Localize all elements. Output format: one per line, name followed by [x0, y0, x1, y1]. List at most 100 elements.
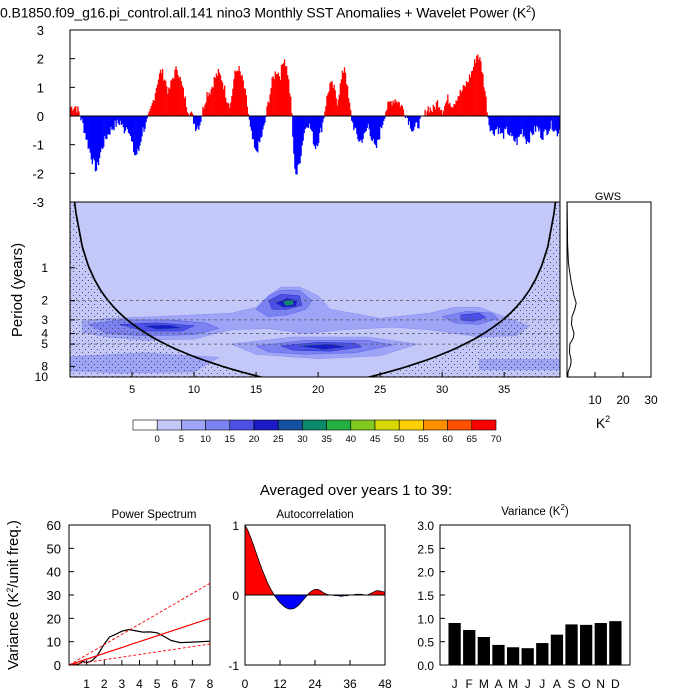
- sst-anomaly-bar: [514, 116, 516, 142]
- sst-anomaly-bar: [97, 116, 100, 166]
- gws-unit-label: K2: [596, 414, 610, 431]
- sst-anomaly-bar: [304, 116, 306, 129]
- sst-anomaly-bar: [273, 79, 275, 116]
- sst-anomaly-bar: [315, 116, 318, 146]
- sst-anomaly-bar: [222, 89, 225, 116]
- sst-anomaly-bar: [101, 116, 103, 148]
- sst-anomaly-bar: [380, 116, 382, 127]
- sst-anomaly-bar: [292, 116, 294, 137]
- colorbar-label: 15: [225, 434, 236, 445]
- sst-anomaly-bar: [230, 102, 232, 116]
- power-spectrum-x-tick-label: 3: [119, 677, 126, 691]
- monthly-variance-x-label: M: [479, 677, 489, 691]
- sst-anomaly-bar: [532, 116, 535, 135]
- sst-anomaly-bar: [479, 57, 481, 116]
- sst-anomaly-bar: [407, 116, 410, 125]
- sst-anomaly-bar: [342, 72, 345, 116]
- sst-anomaly-bar: [294, 116, 296, 169]
- sst-anomaly-bar: [548, 116, 550, 132]
- sst-anomaly-bar: [496, 116, 499, 128]
- sst-anomaly-bar: [158, 73, 161, 116]
- sst-anomaly-bar: [509, 116, 511, 136]
- sst-anomaly-bar: [174, 69, 176, 116]
- sst-anomaly-bar: [513, 116, 515, 141]
- monthly-variance-bar: [521, 648, 534, 665]
- coi-hatch: [70, 202, 560, 377]
- power-spectrum-frame: [68, 524, 211, 666]
- power-spectrum-title: Power Spectrum: [111, 509, 196, 521]
- sst-anomaly-bar: [489, 116, 491, 132]
- sst-anomaly-bar: [145, 116, 147, 123]
- sst-anomaly-bar: [385, 111, 387, 116]
- sst-anomaly-bar: [243, 88, 245, 116]
- sst-anomaly-bar: [210, 89, 212, 116]
- sst-anomaly-bar: [115, 116, 117, 127]
- sst-anomaly-bar: [80, 116, 82, 121]
- sst-anomaly-bar: [300, 116, 302, 156]
- sst-anomaly-bar: [234, 70, 236, 116]
- sst-anomaly-bar: [438, 107, 441, 116]
- sst-anomaly-bar: [352, 116, 354, 123]
- sst-anomaly-bar: [226, 102, 228, 116]
- monthly-variance-x-label: M: [508, 677, 518, 691]
- wavelet-y-tick-label: 1: [41, 261, 48, 275]
- sst-anomaly-bar: [116, 116, 118, 120]
- sst-anomaly-bar: [204, 104, 206, 116]
- sst-anomaly-bar: [428, 112, 430, 116]
- sst-anomaly-bar: [543, 116, 545, 132]
- sst-anomaly-bar: [445, 103, 447, 116]
- monthly-variance-x-label: J: [452, 677, 458, 691]
- monthly-variance-y-tick-label: 0.5: [417, 636, 434, 650]
- sst-anomaly-bar: [285, 66, 288, 116]
- sst-anomaly-bar: [245, 95, 248, 116]
- sst-anomaly-bar: [270, 88, 272, 116]
- sst-anomaly-bar: [540, 116, 542, 139]
- colorbar-label: 60: [442, 434, 453, 445]
- sst-anomaly-bar: [434, 109, 437, 116]
- sst-anomaly-bar: [225, 97, 227, 116]
- monthly-variance-title: Variance (K2): [501, 503, 569, 518]
- sst-anomaly-bar: [551, 116, 553, 130]
- monthly-variance-bar: [536, 643, 549, 665]
- sst-anomaly-bar: [110, 116, 112, 127]
- sst-anomaly-bar: [357, 116, 359, 140]
- sst-anomaly-bar: [282, 63, 285, 116]
- sst-anomaly-bar: [476, 55, 478, 116]
- sst-anomaly-bar: [527, 116, 530, 143]
- sst-anomaly-bar: [217, 68, 220, 116]
- sst-anomaly-bar: [274, 71, 276, 116]
- sst-anomaly-bar: [152, 99, 155, 116]
- colorbar: 0 5 10 15 20 25 30 35 40 45 50 55 60 65 70: [132, 419, 501, 445]
- sst-anomaly-bar: [109, 116, 111, 135]
- sst-anomaly-bar: [256, 116, 258, 152]
- sst-anomaly-bar: [215, 73, 218, 116]
- sst-anomaly-bar: [400, 104, 403, 116]
- power-spectrum-x-tick-label: 6: [171, 677, 178, 691]
- colorbar-label: 10: [200, 434, 211, 445]
- sst-anomaly-bar: [190, 111, 193, 116]
- colorbar-label: 55: [418, 434, 429, 445]
- sst-anomaly-bar: [480, 61, 482, 116]
- sst-anomaly-bar: [183, 98, 186, 116]
- sst-anomaly-bar: [364, 116, 366, 133]
- sst-anomaly-bar: [338, 94, 341, 116]
- sst-anomaly-bar: [253, 116, 256, 148]
- colorbar-swatch: [398, 419, 424, 431]
- sst-anomaly-bar: [75, 106, 77, 116]
- sst-anomaly-bar: [86, 116, 88, 140]
- colorbar-swatch: [471, 419, 497, 431]
- sst-anomaly-bar: [484, 91, 486, 116]
- sst-anomaly-bar: [482, 73, 484, 116]
- sst-anomaly-bar: [252, 116, 255, 140]
- sst-anomaly-bar: [124, 116, 127, 131]
- sst-anomaly-bar: [78, 111, 80, 116]
- sst-anomaly-bar: [72, 110, 74, 116]
- sst-anomaly-bar: [505, 116, 507, 130]
- sst-anomaly-bar: [336, 105, 338, 116]
- sst-anomaly-bar: [439, 110, 442, 116]
- sst-anomaly-bar: [499, 116, 502, 134]
- sst-anomaly-bar: [239, 71, 241, 116]
- sst-anomaly-bar: [416, 116, 418, 123]
- wavelet-y-tick-label: 3: [41, 313, 48, 327]
- sst-anomaly-bar: [149, 108, 151, 116]
